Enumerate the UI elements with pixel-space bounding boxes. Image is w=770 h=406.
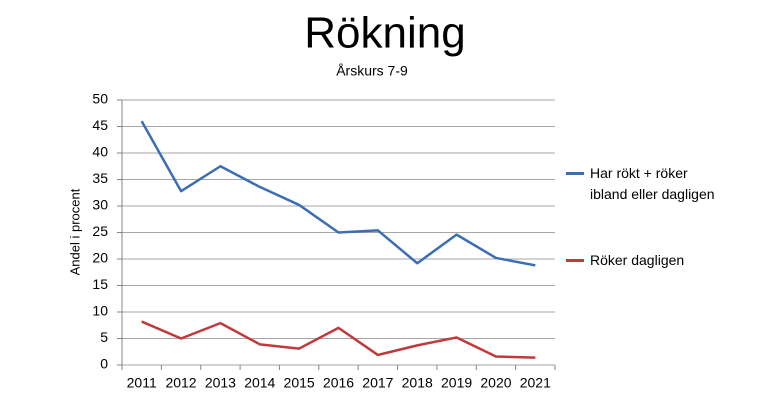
y-tick-label: 10 <box>92 303 108 319</box>
series-line <box>141 320 536 359</box>
x-tick-label: 2019 <box>441 375 472 391</box>
legend-swatch <box>566 259 584 262</box>
y-tick-label: 45 <box>92 117 108 133</box>
x-tick-label: 2020 <box>480 375 511 391</box>
y-tick-label: 50 <box>92 91 108 107</box>
chart-title: Rökning <box>304 9 465 58</box>
legend-item: Har rökt + röker ibland eller dagligen <box>566 163 716 205</box>
x-tick-label: 2017 <box>362 375 393 391</box>
x-tick-label: 2014 <box>244 375 275 391</box>
x-tick-label: 2013 <box>205 375 236 391</box>
x-tick-label: 2012 <box>165 375 196 391</box>
series-line <box>140 120 536 267</box>
x-tick-label: 2016 <box>323 375 354 391</box>
x-tick-label: 2011 <box>127 375 157 391</box>
x-tick-label: 2021 <box>520 375 551 391</box>
x-tick-label: 2018 <box>402 375 433 391</box>
y-tick-label: 20 <box>92 250 108 266</box>
y-tick-label: 30 <box>92 197 108 213</box>
y-tick-label: 25 <box>92 223 108 239</box>
legend-swatch <box>566 172 584 175</box>
y-tick-label: 35 <box>92 170 108 186</box>
y-tick-label: 5 <box>100 329 108 345</box>
y-axis-label: Andel i procent <box>67 188 82 275</box>
y-tick-label: 15 <box>92 276 108 292</box>
x-tick-label: 2015 <box>284 375 315 391</box>
legend-label: Har rökt + röker ibland eller dagligen <box>590 165 715 202</box>
y-tick-label: 40 <box>92 144 108 160</box>
legend-item: Röker dagligen <box>566 250 716 271</box>
legend-label: Röker dagligen <box>590 252 685 268</box>
y-tick-label: 0 <box>100 356 108 372</box>
chart-subtitle: Årskurs 7-9 <box>336 63 408 79</box>
